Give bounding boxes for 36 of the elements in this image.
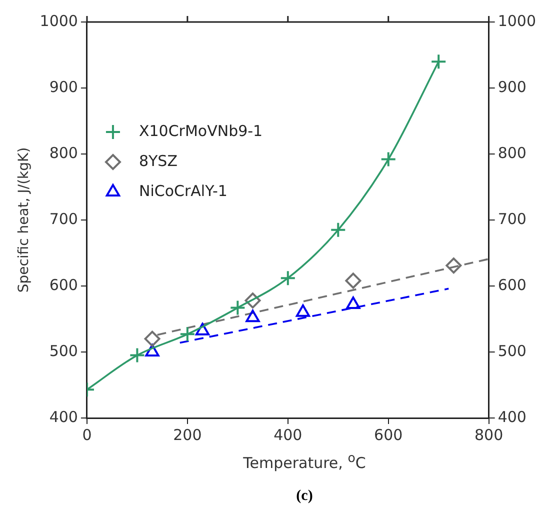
text: (c) xyxy=(295,488,314,505)
point xyxy=(345,272,362,289)
point xyxy=(144,330,160,347)
y2-tick-label: 700 xyxy=(498,210,526,228)
y2-tick-label: 600 xyxy=(498,276,526,294)
point xyxy=(179,326,196,342)
point xyxy=(330,222,346,238)
legend-label: NiCoCrAlY-1 xyxy=(138,182,228,200)
y-tick-label: 700 xyxy=(49,210,78,228)
x-tick-label: 0 xyxy=(82,426,92,444)
y-tick-label: 1000 xyxy=(40,12,78,30)
x-axis-title: Temperature, $^{o}$C xyxy=(242,450,367,472)
point xyxy=(430,54,447,70)
x-tick-label: 400 xyxy=(274,426,302,444)
point xyxy=(244,292,261,309)
legend-label: 8YSZ xyxy=(138,152,178,170)
y2-tick-label: 1000 xyxy=(498,12,536,30)
y-axis-title: Specific heat, J/(kgK) xyxy=(16,147,32,293)
y-tick-label: 900 xyxy=(49,78,78,96)
x-tick-label: 600 xyxy=(374,426,403,444)
point xyxy=(380,151,396,168)
y2-tick-label: 500 xyxy=(498,342,526,360)
y-tick-label: 800 xyxy=(49,144,78,162)
legend-label: X10CrMoVNb9-1 xyxy=(138,122,263,140)
x-tick-label: 200 xyxy=(173,426,202,444)
y2-tick-label: 900 xyxy=(498,78,526,96)
point xyxy=(446,258,462,274)
x-tick-label: 800 xyxy=(474,426,504,444)
point xyxy=(129,347,146,364)
y-tick-label: 500 xyxy=(49,342,78,360)
point xyxy=(230,300,246,316)
y-tick-label: 400 xyxy=(49,408,78,426)
point xyxy=(280,270,296,286)
y2-tick-label: 400 xyxy=(498,408,526,426)
y-tick-label: 600 xyxy=(49,276,78,294)
y2-tick-label: 800 xyxy=(498,144,526,162)
